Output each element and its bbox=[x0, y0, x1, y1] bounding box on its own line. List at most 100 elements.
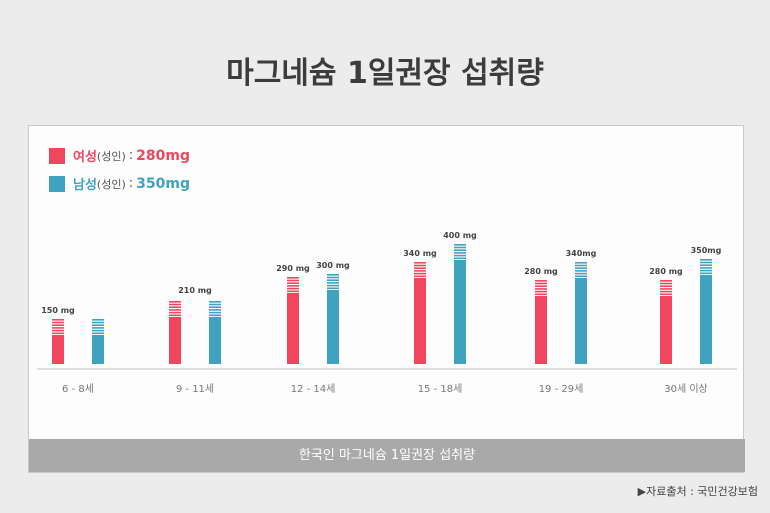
bar-cap-stripe-male-5-3 bbox=[700, 267, 712, 269]
bar-cap-stripe-female-1-1 bbox=[169, 303, 181, 306]
category-label-0: 6 - 8세 bbox=[62, 383, 94, 395]
bar-cap-stripe-female-5-3 bbox=[660, 288, 672, 290]
bar-cap-stripe-female-0-0 bbox=[52, 319, 64, 321]
bar-female-5 bbox=[660, 296, 672, 364]
bar-cap-stripe-female-1-0 bbox=[169, 301, 181, 303]
bar-cap-stripe-male-3-3 bbox=[454, 252, 466, 254]
bar-cap-stripe-female-3-4 bbox=[414, 272, 426, 275]
bar-male-0 bbox=[92, 335, 104, 364]
bar-cap-stripe-female-2-3 bbox=[287, 285, 299, 287]
bar-cap-stripe-male-4-1 bbox=[575, 264, 587, 267]
bar-cap-stripe-female-3-0 bbox=[414, 262, 426, 264]
bar-chart: 150 mg 6 - 8세 210 mg 9 - 11세 290 mg 300 mg 12 … bbox=[37, 231, 737, 395]
bar-label-female-5: 280 mg bbox=[649, 267, 683, 276]
bar-cap-stripe-female-5-4 bbox=[660, 290, 672, 293]
legend-male-swatch bbox=[49, 175, 65, 192]
bar-cap-stripe-male-0-5 bbox=[92, 332, 104, 335]
legend-male-sep: : bbox=[128, 176, 134, 191]
chart-panel: 여성 (성인) : 280mg 남성 (성인) : 350mg 150 mg 6 … bbox=[28, 125, 745, 473]
bar-cap-stripe-female-3-2 bbox=[414, 267, 426, 269]
legend-female: 여성 (성인) : 280mg bbox=[49, 146, 190, 165]
bar-cap-stripe-male-1-5 bbox=[209, 314, 221, 317]
bar-cap-stripe-female-1-2 bbox=[169, 306, 181, 308]
bar-male-4 bbox=[575, 278, 587, 364]
bar-cap-stripe-male-0-1 bbox=[92, 321, 104, 324]
bar-cap-stripe-female-2-5 bbox=[287, 290, 299, 293]
bar-cap-stripe-female-4-0 bbox=[535, 280, 547, 282]
category-label-5: 30세 이상 bbox=[664, 383, 708, 395]
bar-label-female-4: 280 mg bbox=[524, 267, 558, 276]
bar-cap-stripe-male-5-0 bbox=[700, 259, 712, 261]
bar-label-male-5: 350mg bbox=[691, 246, 722, 255]
legend-male-sub: (성인) bbox=[96, 177, 126, 191]
bar-cap-stripe-male-1-1 bbox=[209, 303, 221, 306]
bar-cap-stripe-female-3-1 bbox=[414, 264, 426, 267]
bar-cap-stripe-female-4-1 bbox=[535, 282, 547, 285]
legend-female-value: 280mg bbox=[136, 147, 190, 164]
bar-cap-stripe-female-2-1 bbox=[287, 279, 299, 282]
bar-cap-stripe-male-2-0 bbox=[327, 274, 339, 276]
legend-female-sep: : bbox=[128, 148, 134, 163]
bar-cap-stripe-female-2-2 bbox=[287, 282, 299, 284]
bar-cap-stripe-male-0-2 bbox=[92, 324, 104, 326]
bar-cap-stripe-male-0-0 bbox=[92, 319, 104, 321]
bar-cap-stripe-male-3-1 bbox=[454, 246, 466, 249]
bar-cap-stripe-female-0-4 bbox=[52, 329, 64, 332]
bar-cap-stripe-female-5-5 bbox=[660, 293, 672, 296]
bar-cap-stripe-male-1-4 bbox=[209, 311, 221, 314]
bar-cap-stripe-male-4-0 bbox=[575, 262, 587, 264]
bar-label-female-2: 290 mg bbox=[276, 264, 310, 273]
bar-cap-stripe-female-4-2 bbox=[535, 285, 547, 287]
bar-cap-stripe-female-0-5 bbox=[52, 332, 64, 335]
bar-cap-stripe-male-4-5 bbox=[575, 275, 587, 278]
bar-male-1 bbox=[209, 317, 221, 364]
bar-cap-stripe-female-2-0 bbox=[287, 277, 299, 279]
legend-male-label: 남성 bbox=[73, 178, 97, 193]
category-label-2: 12 - 14세 bbox=[291, 383, 336, 395]
bar-female-1 bbox=[169, 317, 181, 364]
bar-cap-stripe-female-2-4 bbox=[287, 287, 299, 290]
bar-cap-stripe-male-1-0 bbox=[209, 301, 221, 303]
bar-cap-stripe-male-0-4 bbox=[92, 329, 104, 332]
page-title: 마그네슘 1일권장 섭취량 bbox=[226, 56, 544, 91]
bar-cap-stripe-male-0-3 bbox=[92, 327, 104, 329]
bar-cap-stripe-female-0-3 bbox=[52, 327, 64, 329]
bar-cap-stripe-female-1-4 bbox=[169, 311, 181, 314]
bar-cap-stripe-male-2-3 bbox=[327, 282, 339, 284]
bar-male-2 bbox=[327, 290, 339, 364]
source-note: ▶자료출처 : 국민건강보험 bbox=[637, 485, 758, 498]
bar-female-0 bbox=[52, 335, 64, 364]
bar-cap-stripe-male-5-2 bbox=[700, 264, 712, 266]
bar-cap-stripe-female-4-3 bbox=[535, 288, 547, 290]
chart-caption: 한국인 마그네슘 1일권장 섭취량 bbox=[29, 439, 745, 472]
bar-label-female-0: 150 mg bbox=[41, 306, 75, 315]
category-label-3: 15 - 18세 bbox=[418, 383, 463, 395]
legend-male-value: 350mg bbox=[136, 175, 190, 192]
legend-female-swatch bbox=[49, 147, 65, 164]
bar-cap-stripe-female-3-5 bbox=[414, 275, 426, 278]
bar-cap-stripe-female-5-0 bbox=[660, 280, 672, 282]
bar-cap-stripe-female-5-1 bbox=[660, 282, 672, 285]
bar-male-3 bbox=[454, 260, 466, 364]
bar-cap-stripe-female-4-4 bbox=[535, 290, 547, 293]
legend-male: 남성 (성인) : 350mg bbox=[49, 174, 190, 193]
bar-cap-stripe-male-4-3 bbox=[575, 270, 587, 272]
bar-cap-stripe-female-4-5 bbox=[535, 293, 547, 296]
bar-cap-stripe-male-3-5 bbox=[454, 257, 466, 260]
legend-female-label: 여성 bbox=[73, 150, 97, 165]
bar-cap-stripe-female-0-2 bbox=[52, 324, 64, 326]
bar-cap-stripe-female-5-2 bbox=[660, 285, 672, 287]
bar-male-5 bbox=[700, 275, 712, 364]
bar-female-4 bbox=[535, 296, 547, 364]
bar-cap-stripe-male-5-1 bbox=[700, 261, 712, 264]
bar-cap-stripe-female-3-3 bbox=[414, 270, 426, 272]
bar-label-male-4: 340mg bbox=[566, 249, 597, 258]
bar-cap-stripe-male-4-2 bbox=[575, 267, 587, 269]
bar-cap-stripe-male-3-0 bbox=[454, 244, 466, 246]
bar-label-female-3: 340 mg bbox=[403, 249, 437, 258]
bar-cap-stripe-male-2-4 bbox=[327, 284, 339, 287]
bar-cap-stripe-male-1-3 bbox=[209, 309, 221, 311]
category-label-1: 9 - 11세 bbox=[176, 383, 214, 395]
bar-female-2 bbox=[287, 293, 299, 364]
bar-cap-stripe-male-3-4 bbox=[454, 254, 466, 257]
